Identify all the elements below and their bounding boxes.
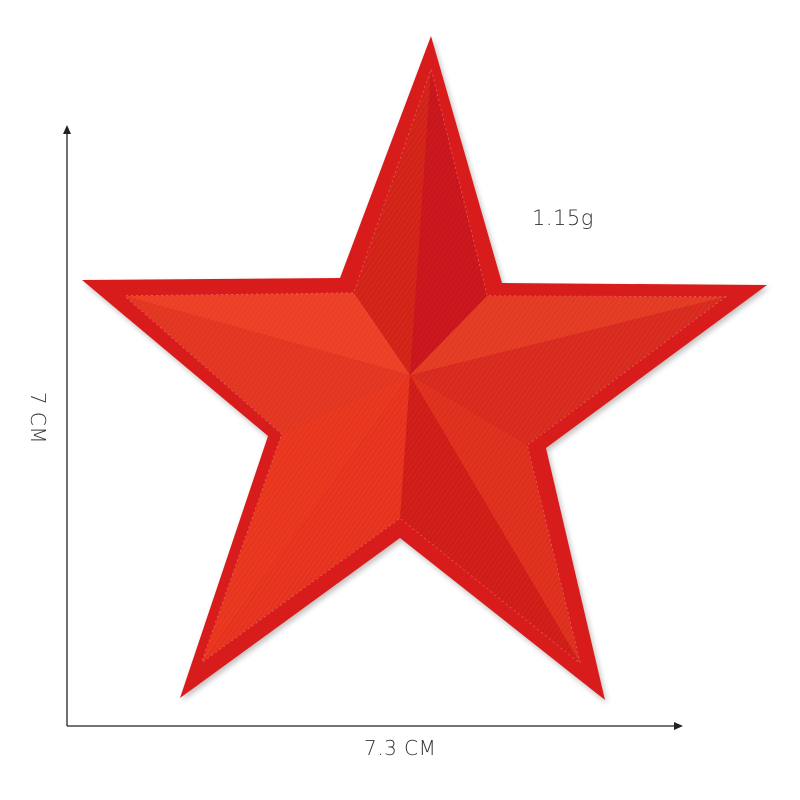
star-facets (125, 70, 725, 663)
width-dimension-label: 7.3 CM (364, 736, 437, 760)
star-patch (82, 36, 767, 700)
star-inner-outline (123, 67, 727, 665)
weight-label: 1.15g (532, 206, 594, 230)
height-dimension-label: 7 CM (26, 391, 50, 445)
horizontal-axis-arrow (674, 722, 683, 730)
vertical-axis-arrow (63, 125, 71, 134)
dimension-axes (63, 125, 683, 730)
